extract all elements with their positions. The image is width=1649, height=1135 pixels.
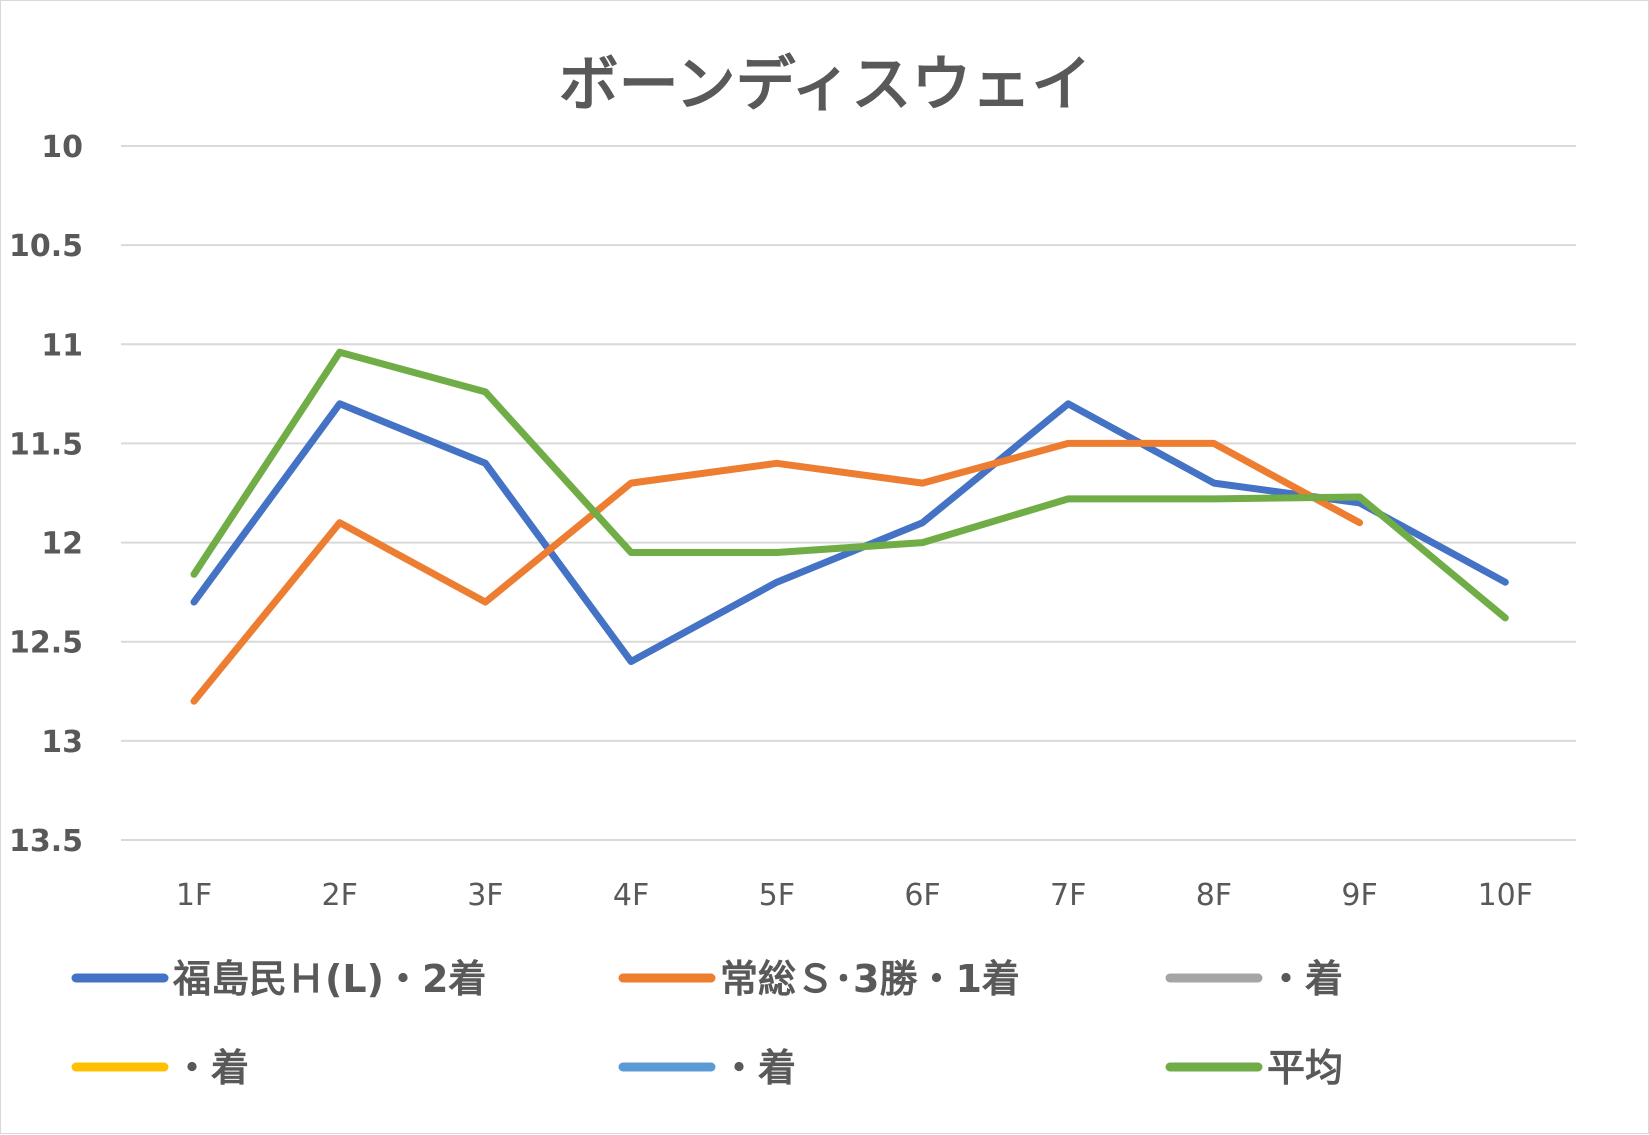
series-line-0 — [190, 400, 1509, 665]
y-tick-label: 13.5 — [9, 824, 83, 859]
y-tick-label: 12.5 — [9, 626, 83, 661]
legend-item: 常総Ｓ･3勝・1着 — [618, 957, 1020, 1001]
x-tick-label: 8F — [1196, 878, 1232, 913]
y-tick-label: 13 — [41, 725, 83, 760]
series-line-5 — [190, 348, 1509, 622]
x-tick-label: 9F — [1341, 878, 1377, 913]
y-tick-label: 11.5 — [9, 427, 83, 462]
y-axis-tick-labels: 10 10.5 11 11.5 12 12.5 13 13.5 — [9, 130, 83, 859]
series-line-1 — [190, 439, 1364, 705]
legend-label: 福島民Ｈ(L)・2着 — [172, 957, 486, 1001]
series-lines — [190, 348, 1509, 705]
legend-label: 常総Ｓ･3勝・1着 — [720, 957, 1020, 1001]
x-tick-label: 4F — [613, 878, 649, 913]
gridlines — [121, 145, 1576, 841]
x-tick-label: 2F — [322, 878, 358, 913]
legend-item: ・着 — [71, 1046, 249, 1090]
y-tick-label: 11 — [41, 328, 83, 363]
x-tick-label: 7F — [1050, 878, 1086, 913]
x-tick-label: 3F — [467, 878, 503, 913]
legend-item: ・着 — [618, 1046, 796, 1090]
y-tick-label: 10.5 — [9, 229, 83, 264]
legend-item: 平均 — [1165, 1046, 1343, 1090]
legend: 福島民Ｈ(L)・2着 常総Ｓ･3勝・1着 ・着・着 ・着 平均 — [71, 957, 1343, 1090]
x-tick-label: 5F — [759, 878, 795, 913]
legend-item: 福島民Ｈ(L)・2着 — [71, 957, 486, 1001]
x-tick-label: 6F — [904, 878, 940, 913]
legend-label: ・着 — [720, 1046, 796, 1090]
legend-item: ・着 — [1165, 957, 1343, 1001]
x-tick-label: 1F — [176, 878, 212, 913]
y-tick-label: 12 — [41, 527, 83, 562]
legend-label: 平均 — [1267, 1046, 1343, 1090]
x-tick-label: 10F — [1478, 878, 1533, 913]
y-tick-label: 10 — [41, 130, 83, 165]
legend-label: ・着 — [1267, 957, 1343, 1001]
chart-title: ボーンディスウェイ — [559, 50, 1092, 120]
x-axis-tick-labels: 1F 2F 3F 4F 5F 6F 7F 8F 9F 10F — [176, 878, 1533, 913]
legend-label: ・着 — [173, 1046, 249, 1090]
